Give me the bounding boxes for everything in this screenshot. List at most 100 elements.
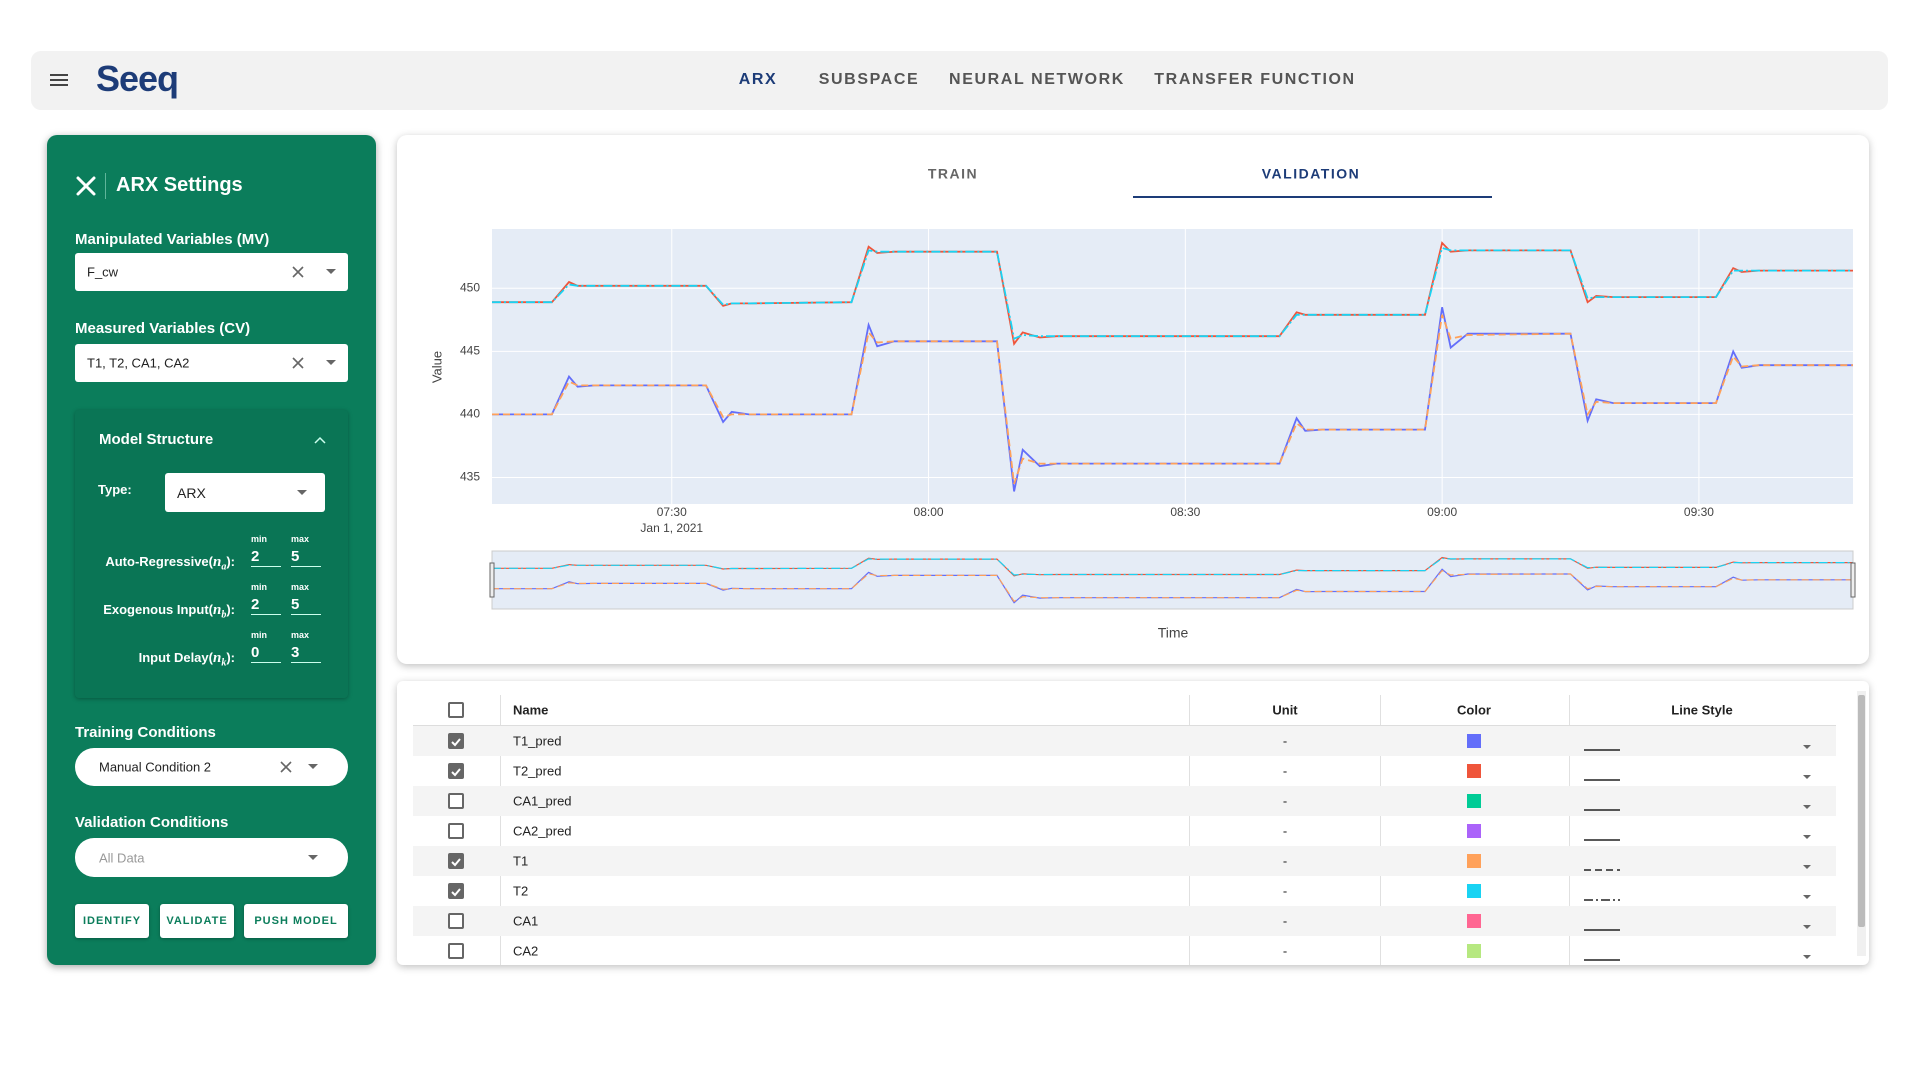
type-select[interactable]: ARX — [165, 473, 325, 512]
line-style-select[interactable] — [1582, 921, 1832, 937]
color-swatch[interactable] — [1467, 734, 1481, 748]
menu-icon[interactable] — [50, 72, 70, 88]
dropdown-caret[interactable] — [308, 855, 318, 861]
validation-select[interactable]: All Data — [75, 838, 348, 877]
model-structure-panel: Model Structure Type: ARX Auto-Regressiv… — [75, 410, 348, 698]
line-style-select[interactable] — [1582, 771, 1832, 787]
row-checkbox[interactable] — [448, 733, 464, 749]
max-label: max — [291, 534, 310, 544]
range-handle[interactable] — [1850, 562, 1856, 598]
nav-tab[interactable]: ARX — [738, 71, 778, 88]
row-checkbox[interactable] — [448, 763, 464, 779]
max-label: max — [291, 630, 310, 640]
x-tick-label: 09:00 — [1427, 505, 1457, 519]
select-all-checkbox[interactable] — [448, 702, 464, 718]
y-tick-label: 450 — [460, 280, 480, 294]
dropdown-caret[interactable] — [1803, 805, 1811, 809]
min-input[interactable]: 2 — [251, 596, 281, 615]
nav-tab[interactable]: SUBSPACE — [818, 71, 920, 88]
color-swatch[interactable] — [1467, 794, 1481, 808]
color-swatch[interactable] — [1467, 824, 1481, 838]
clear-icon[interactable] — [292, 357, 304, 369]
param-label-text: ): — [226, 554, 235, 569]
identify-button[interactable]: IDENTIFY — [75, 904, 149, 938]
training-select[interactable]: Manual Condition 2 — [75, 748, 348, 786]
collapse-icon[interactable] — [314, 436, 326, 444]
param-subscript: a — [221, 561, 227, 573]
line-style-select[interactable] — [1582, 891, 1832, 907]
row-unit: - — [1282, 883, 1288, 899]
column-header: Unit — [1272, 702, 1298, 718]
clear-icon[interactable] — [292, 266, 304, 278]
line-style-select[interactable] — [1582, 861, 1832, 877]
max-input[interactable]: 3 — [291, 644, 321, 663]
chart-tab[interactable]: VALIDATION — [1262, 166, 1360, 182]
mv-label: Manipulated Variables (MV) — [75, 231, 270, 248]
row-name: CA1 — [513, 913, 539, 929]
dropdown-caret[interactable] — [326, 269, 336, 275]
dropdown-caret[interactable] — [1803, 745, 1811, 749]
color-swatch[interactable] — [1467, 944, 1481, 958]
row-unit: - — [1282, 733, 1288, 749]
validate-button[interactable]: VALIDATE — [160, 904, 234, 938]
range-slider-line — [492, 557, 1853, 576]
row-checkbox[interactable] — [448, 913, 464, 929]
validation-label: Validation Conditions — [75, 814, 229, 831]
column-separator — [500, 695, 501, 965]
nav-tab[interactable]: TRANSFER FUNCTION — [1154, 71, 1356, 88]
mv-select[interactable]: F_cw — [75, 253, 348, 291]
color-swatch[interactable] — [1467, 884, 1481, 898]
push-model-button[interactable]: PUSH MODEL — [244, 904, 348, 938]
plot-area — [492, 229, 1853, 504]
color-swatch[interactable] — [1467, 854, 1481, 868]
param-label-text: ): — [226, 602, 235, 617]
row-unit: - — [1282, 823, 1288, 839]
color-swatch[interactable] — [1467, 764, 1481, 778]
dropdown-caret[interactable] — [1803, 955, 1811, 959]
range-slider — [491, 550, 1854, 610]
min-input[interactable]: 2 — [251, 548, 281, 567]
line-style-select[interactable] — [1582, 741, 1832, 757]
row-checkbox[interactable] — [448, 793, 464, 809]
series-table: Name Unit Color Line Style T1_pred - T2_pred - C… — [397, 681, 1869, 965]
row-checkbox[interactable] — [448, 883, 464, 899]
scrollbar-thumb[interactable] — [1858, 695, 1865, 927]
training-value: Manual Condition 2 — [99, 759, 212, 775]
row-unit: - — [1282, 913, 1288, 929]
dropdown-caret[interactable] — [1803, 775, 1811, 779]
nav-tab[interactable]: NEURAL NETWORK — [949, 71, 1125, 88]
range-slider-line — [492, 569, 1853, 603]
clear-icon[interactable] — [280, 761, 292, 773]
row-name: T1 — [513, 853, 529, 869]
logo[interactable]: Seeq — [96, 58, 179, 99]
max-input[interactable]: 5 — [291, 596, 321, 615]
line-style-select[interactable] — [1582, 831, 1832, 847]
type-value: ARX — [177, 484, 206, 501]
param-subscript: k — [221, 657, 227, 669]
header-rule — [413, 725, 1836, 726]
dropdown-caret[interactable] — [1803, 835, 1811, 839]
row-checkbox[interactable] — [448, 853, 464, 869]
cv-select[interactable]: T1, T2, CA1, CA2 — [75, 344, 348, 382]
dropdown-caret[interactable] — [1803, 895, 1811, 899]
min-input[interactable]: 0 — [251, 644, 281, 663]
line-style-select[interactable] — [1582, 801, 1832, 817]
param-symbol: n — [212, 650, 222, 666]
dropdown-caret[interactable] — [308, 764, 318, 770]
dropdown-caret[interactable] — [1803, 925, 1811, 929]
row-checkbox[interactable] — [448, 943, 464, 959]
dropdown-caret[interactable] — [1803, 865, 1811, 869]
dropdown-caret[interactable] — [326, 360, 336, 366]
line-style-select[interactable] — [1582, 951, 1832, 965]
column-separator — [1569, 695, 1570, 965]
row-unit: - — [1282, 853, 1288, 869]
color-swatch[interactable] — [1467, 914, 1481, 928]
chart-tab[interactable]: TRAIN — [928, 166, 978, 182]
param-label: Auto-Regressive(na): — [105, 554, 235, 573]
dropdown-caret[interactable] — [297, 490, 307, 496]
check-mark — [451, 768, 461, 777]
range-handle[interactable] — [489, 562, 495, 598]
row-unit: - — [1282, 793, 1288, 809]
max-input[interactable]: 5 — [291, 548, 321, 567]
row-checkbox[interactable] — [448, 823, 464, 839]
